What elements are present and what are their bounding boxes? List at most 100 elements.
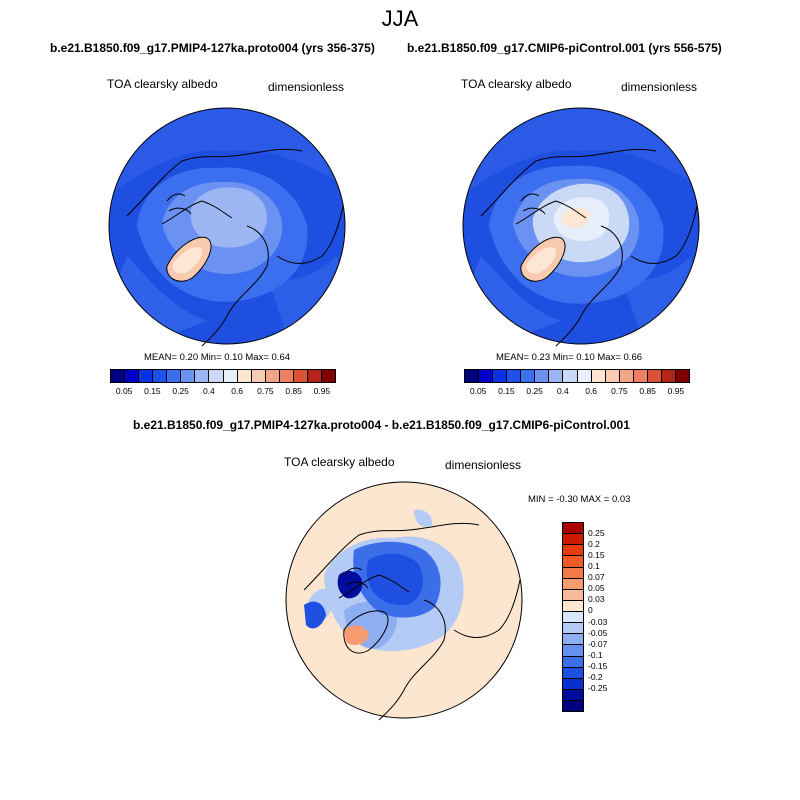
colorbar-tick-label: 0.1 [588,561,600,572]
colorbar-box [125,370,140,382]
colorbar-tick-label: 0.95 [313,386,331,396]
colorbar-tick-label: 0.85 [639,386,656,396]
colorbar-box [307,370,322,382]
colorbar-box [167,370,182,382]
right-variable-label: TOA clearsky albedo [461,77,572,91]
colorbar-box [279,370,294,382]
right-stats: MEAN= 0.23 Min= 0.10 Max= 0.66 [496,352,643,363]
colorbar-box [237,370,252,382]
diff-units-label: dimensionless [445,458,522,472]
colorbar-box [507,370,522,382]
colorbar-tick-label: 0.4 [556,386,569,396]
colorbar-tick-label: -0.03 [588,616,608,627]
colorbar-box [521,370,536,382]
colorbar-tick-label: -0.2 [588,671,603,682]
colorbar-box [563,589,583,601]
colorbar-box [563,634,583,646]
colorbar-tick-label: 0.05 [469,386,487,396]
colorbar-tick-label: -0.05 [588,627,608,638]
colorbar-box [321,370,335,382]
colorbar-box [195,370,210,382]
colorbar-tick-label: -0.07 [588,638,608,649]
colorbar-box [563,612,583,624]
colorbar-box [633,370,648,382]
colorbar-tick-label: -0.1 [588,649,603,660]
colorbar-box [563,689,583,701]
colorbar-box [153,370,168,382]
colorbar-tick-label: 0.6 [231,386,244,396]
colorbar-box [111,370,126,382]
colorbar-box [265,370,280,382]
colorbar-box [293,370,308,382]
colorbar-tick-label: 0.25 [526,386,543,396]
colorbar-box [479,370,494,382]
colorbar-box [563,567,583,579]
colorbar-tick-label: 0.15 [144,386,161,396]
colorbar-box [563,623,583,635]
colorbar-tick-label: 0.2 [588,539,600,550]
right-units-label: dimensionless [621,80,698,94]
diff-colorbar-ticks: 0.25 0.2 0.15 0.1 0.07 0.05 0.03 0 -0.03 -0.05 -0.… [588,522,628,712]
colorbar-tick-label: 0.15 [588,550,605,561]
left-colorbar-ticks: 0.05 0.15 0.25 0.4 0.6 0.75 0.85 0.95 [110,386,336,398]
colorbar-tick-label: 0.6 [585,386,598,396]
colorbar-box [209,370,224,382]
right-polar-map [462,107,700,347]
colorbar-box [535,370,550,382]
colorbar-box [563,545,583,557]
colorbar-box [563,578,583,590]
colorbar-box [563,645,583,657]
season-title: JJA [381,6,419,31]
colorbar-box [563,600,583,612]
colorbar-box [563,556,583,568]
colorbar-box [605,370,620,382]
left-variable-label: TOA clearsky albedo [107,77,218,91]
colorbar-box [493,370,508,382]
right-case-title: b.e21.B1850.f09_g17.CMIP6-piControl.001 … [407,41,722,55]
colorbar-tick-label: 0.15 [498,386,515,396]
left-polar-map [108,107,346,347]
diff-polar-map [285,481,523,721]
colorbar-box [577,370,592,382]
colorbar-box [549,370,564,382]
colorbar-tick-label: -0.15 [588,660,608,671]
colorbar-box [563,523,583,535]
colorbar-box [563,534,583,546]
colorbar-box [563,701,583,712]
colorbar-box [181,370,196,382]
colorbar-tick-label: 0.4 [202,386,215,396]
colorbar-tick-label: 0.75 [257,386,274,396]
colorbar-tick-label: 0.07 [588,572,605,583]
colorbar-box [591,370,606,382]
left-case-title: b.e21.B1850.f09_g17.PMIP4-127ka.proto004… [50,41,375,55]
colorbar-box [223,370,238,382]
colorbar-tick-label: 0.03 [588,594,605,605]
colorbar-box [563,656,583,668]
colorbar-box [661,370,676,382]
diff-stats: MIN = -0.30 MAX = 0.03 [528,494,631,505]
colorbar-box [647,370,662,382]
colorbar-tick-label: 0.85 [285,386,302,396]
colorbar-tick-label: 0 [588,605,593,616]
colorbar-tick-label: 0.05 [115,386,133,396]
left-stats: MEAN= 0.20 Min= 0.10 Max= 0.64 [144,352,291,363]
colorbar-tick-label: -0.25 [588,682,608,693]
diff-case-title: b.e21.B1850.f09_g17.PMIP4-127ka.proto004… [133,418,630,432]
diff-colorbar [562,522,584,712]
colorbar-box [563,370,578,382]
left-colorbar [110,369,336,383]
colorbar-box [465,370,480,382]
colorbar-box [563,678,583,690]
colorbar-tick-label: 0.75 [611,386,628,396]
colorbar-tick-label: 0.25 [172,386,189,396]
right-colorbar-ticks: 0.05 0.15 0.25 0.4 0.6 0.75 0.85 0.95 [464,386,690,398]
colorbar-tick-label: 0.95 [667,386,685,396]
right-colorbar [464,369,690,383]
colorbar-box [675,370,689,382]
diff-variable-label: TOA clearsky albedo [284,455,395,469]
left-units-label: dimensionless [268,80,345,94]
colorbar-box [619,370,634,382]
colorbar-box [251,370,266,382]
colorbar-tick-label: 0.05 [588,583,605,594]
colorbar-tick-label: 0.25 [588,528,605,539]
